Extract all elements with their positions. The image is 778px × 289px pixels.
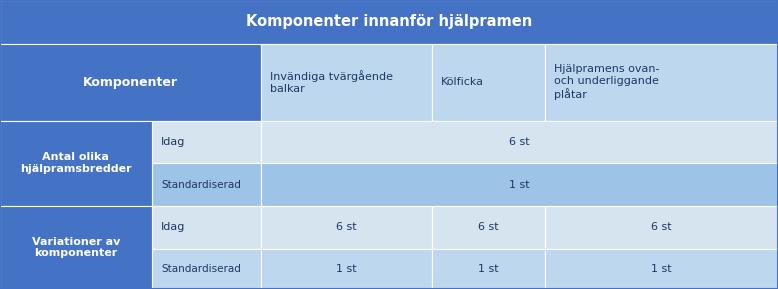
Bar	[261, 249, 432, 289]
Bar	[545, 44, 778, 121]
Text: Standardiserad: Standardiserad	[161, 264, 241, 274]
Text: Variationer av
komponenter: Variationer av komponenter	[32, 237, 120, 258]
Text: Kölficka: Kölficka	[441, 77, 484, 87]
Text: Antal olika
hjälpramsbredder: Antal olika hjälpramsbredder	[20, 153, 131, 174]
Text: 1 st: 1 st	[509, 180, 530, 190]
Bar	[261, 206, 432, 249]
Bar	[152, 121, 261, 163]
Bar	[152, 249, 261, 289]
Bar	[0, 44, 261, 121]
Text: Idag: Idag	[161, 223, 185, 232]
Bar	[545, 249, 778, 289]
Text: Idag: Idag	[161, 137, 185, 147]
Bar	[152, 163, 261, 206]
Bar	[152, 206, 261, 249]
Text: Invändiga tvärgående
balkar: Invändiga tvärgående balkar	[270, 71, 393, 94]
Bar	[261, 121, 778, 163]
Text: 6 st: 6 st	[478, 223, 499, 232]
Bar	[432, 44, 545, 121]
Text: 6 st: 6 st	[509, 137, 530, 147]
Bar	[432, 249, 545, 289]
Text: Hjälpramens ovan-
och underliggande
plåtar: Hjälpramens ovan- och underliggande plåt…	[554, 64, 660, 100]
Bar	[0, 0, 778, 44]
Text: Standardiserad: Standardiserad	[161, 180, 241, 190]
Text: Komponenter innanför hjälpramen: Komponenter innanför hjälpramen	[246, 14, 532, 29]
Text: 1 st: 1 st	[651, 264, 671, 274]
Bar	[0, 121, 152, 206]
Text: 6 st: 6 st	[651, 223, 671, 232]
Bar	[0, 206, 152, 289]
Text: 1 st: 1 st	[336, 264, 356, 274]
Text: Komponenter: Komponenter	[82, 76, 178, 89]
Bar	[261, 44, 432, 121]
Bar	[432, 206, 545, 249]
Bar	[261, 163, 778, 206]
Text: 1 st: 1 st	[478, 264, 499, 274]
Text: 6 st: 6 st	[336, 223, 356, 232]
Bar	[545, 206, 778, 249]
